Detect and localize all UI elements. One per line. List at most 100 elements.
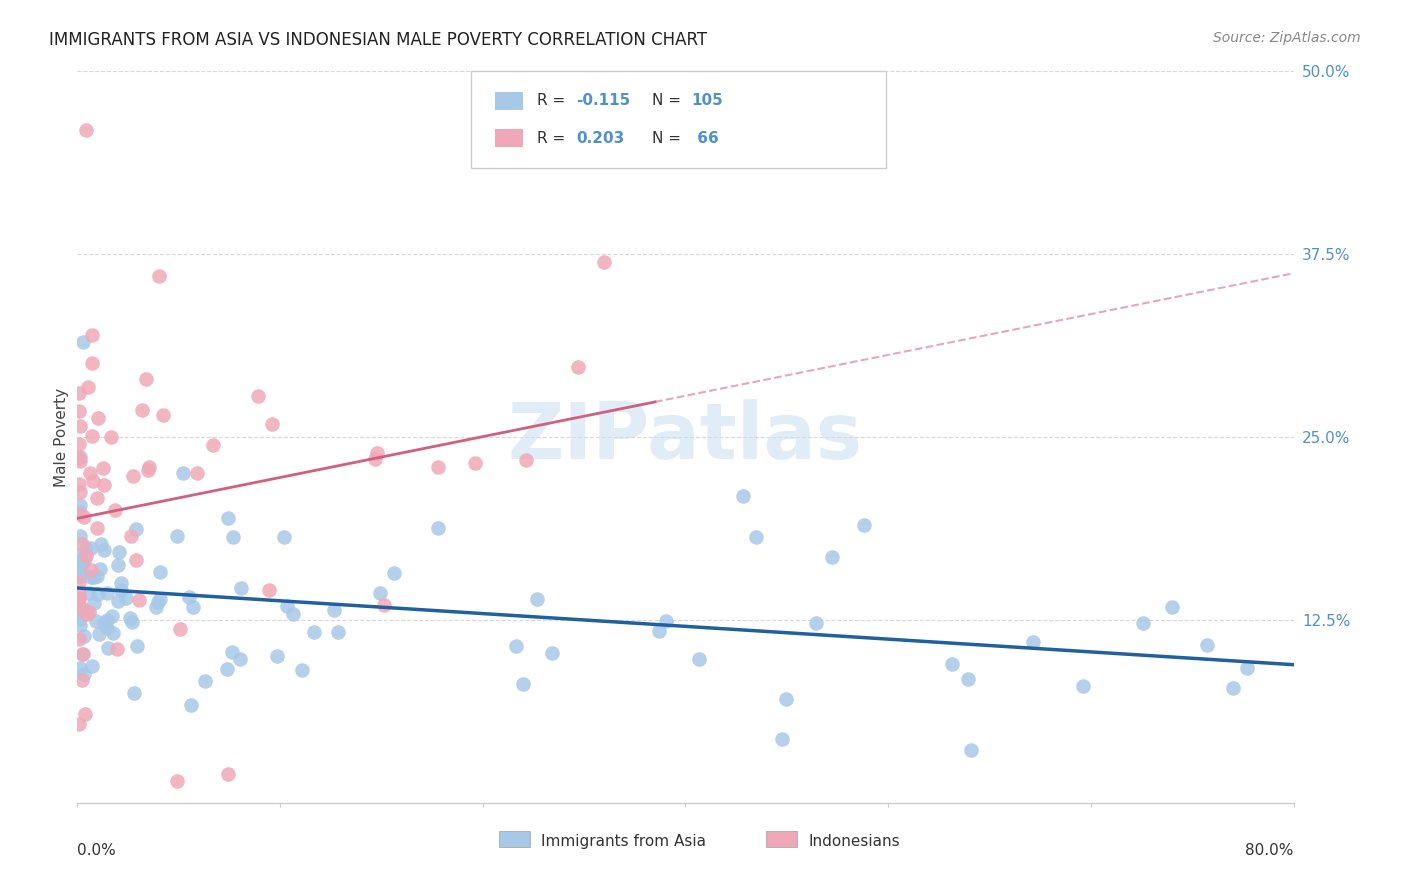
Point [101,609,124,624]
Text: 0.203: 0.203 [576,131,624,145]
Point [1073,679,1095,693]
Point [69,612,91,626]
Point [70,536,93,550]
Point [87,587,110,601]
Text: Immigrants from Asia: Immigrants from Asia [541,834,706,848]
Point [67,450,90,465]
Point [731,489,754,503]
Text: N =: N = [652,94,686,108]
Point [83,570,105,584]
Point [80,327,103,342]
Point [138,463,160,477]
Point [804,615,827,630]
Point [273,530,295,544]
Point [67,476,90,491]
Point [104,503,127,517]
Point [93,543,115,558]
Point [215,662,238,676]
Point [107,594,129,608]
Point [96,621,118,635]
Point [80,356,103,370]
Point [69,617,91,632]
Text: -0.115: -0.115 [576,94,631,108]
Point [221,645,243,659]
Point [122,686,145,700]
Point [70,556,93,570]
Point [69,485,91,500]
Point [67,404,90,418]
Point [73,554,96,568]
Point [83,596,105,610]
Point [87,627,110,641]
Point [180,698,202,713]
Point [75,541,97,555]
Point [75,548,97,562]
Point [1222,681,1244,695]
Y-axis label: Male Poverty: Male Poverty [53,387,69,487]
Point [69,562,91,576]
Point [149,592,172,607]
Point [655,614,678,628]
Point [73,629,96,643]
Point [1022,635,1045,649]
Point [1132,615,1154,630]
Point [526,591,548,606]
Point [110,583,132,598]
Point [146,595,169,609]
Point [382,566,405,580]
Point [276,599,298,613]
Point [364,451,387,466]
Point [80,659,103,673]
Point [131,402,153,417]
Point [426,521,449,535]
Point [304,625,326,640]
Point [86,521,108,535]
Point [73,509,96,524]
Point [201,438,224,452]
Point [217,766,239,780]
Text: 80.0%: 80.0% [1246,843,1294,858]
Point [177,590,200,604]
Point [247,389,270,403]
Point [148,269,170,284]
Point [69,548,91,562]
Point [67,508,90,522]
Point [69,604,91,618]
Point [67,386,90,401]
Text: 66: 66 [692,131,718,145]
Point [181,599,204,614]
Point [77,380,100,394]
Point [172,467,194,481]
Point [169,622,191,636]
Point [96,613,118,627]
Point [229,581,252,595]
Point [464,457,486,471]
Point [291,663,314,677]
Point [89,561,111,575]
Point [69,453,91,467]
Point [93,478,115,492]
Point [97,641,120,656]
Point [75,707,97,722]
Point [1195,638,1218,652]
Text: N =: N = [652,131,686,145]
Point [121,615,143,630]
Text: Source: ZipAtlas.com: Source: ZipAtlas.com [1213,31,1361,45]
Point [166,773,188,788]
Point [512,677,534,691]
Text: R =: R = [537,131,571,145]
Point [323,603,346,617]
Point [221,530,243,544]
Point [67,436,90,450]
Point [541,646,564,660]
Point [138,459,160,474]
Point [426,460,449,475]
Point [82,474,104,488]
Point [105,642,128,657]
Point [93,460,115,475]
Point [194,673,217,688]
Text: ZIPatlas: ZIPatlas [508,399,863,475]
Point [110,575,132,590]
Text: 0.0%: 0.0% [77,843,117,858]
Point [120,529,142,543]
